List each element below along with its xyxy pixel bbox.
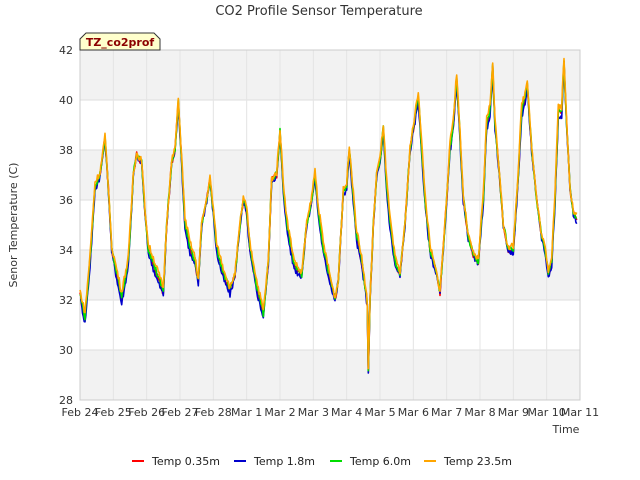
x-tick-label: Mar 10: [528, 406, 566, 419]
tag-box-shape: [79, 32, 161, 51]
x-tick-label: Mar 5: [364, 406, 395, 419]
x-tick-label: Feb 25: [95, 406, 132, 419]
legend-item: Temp 0.35m: [132, 455, 220, 468]
x-tick-label: Mar 4: [331, 406, 362, 419]
background-bands: [80, 50, 580, 400]
x-tick-label: Feb 24: [62, 406, 99, 419]
series-line-temp-23-5m: [79, 57, 578, 370]
plot-area: [79, 49, 581, 401]
x-axis-label: Time: [552, 423, 580, 436]
gridlines: [79, 49, 581, 401]
background-band: [80, 150, 580, 200]
x-tick-label: Mar 3: [298, 406, 329, 419]
x-tick-label: Feb 28: [195, 406, 232, 419]
legend-label: Temp 1.8m: [253, 455, 315, 468]
chart-title: CO2 Profile Sensor Temperature: [215, 4, 422, 19]
tag-box: TZ_co2prof: [79, 32, 161, 51]
y-tick-label: 28: [59, 394, 73, 407]
x-tick-label: Mar 11: [561, 406, 599, 419]
y-tick-label: 32: [59, 294, 73, 307]
x-tick-label: Feb 26: [128, 406, 165, 419]
background-band: [80, 350, 580, 400]
y-tick-label: 40: [59, 94, 73, 107]
x-tick-label: Mar 7: [431, 406, 462, 419]
x-tick-label: Mar 6: [398, 406, 429, 419]
y-tick-label: 42: [59, 44, 73, 57]
legend-item: Temp 1.8m: [234, 455, 315, 468]
x-tick-label: Mar 9: [498, 406, 529, 419]
y-axis-ticks: 28 30 32 34 36 38 40 42: [59, 44, 73, 407]
tag-label: TZ_co2prof: [86, 36, 155, 49]
legend: Temp 0.35m Temp 1.8m Temp 6.0m Temp 23.5m: [132, 455, 512, 468]
y-tick-label: 36: [59, 194, 73, 207]
series-layer: [79, 57, 578, 374]
legend-label: Temp 23.5m: [443, 455, 512, 468]
x-tick-label: Mar 1: [231, 406, 262, 419]
legend-label: Temp 6.0m: [349, 455, 411, 468]
legend-item: Temp 23.5m: [424, 455, 512, 468]
y-tick-label: 30: [59, 344, 73, 357]
y-tick-label: 34: [59, 244, 73, 257]
x-tick-label: Mar 2: [264, 406, 295, 419]
y-axis-label: Senor Temperature (C): [7, 163, 20, 288]
legend-item: Temp 6.0m: [330, 455, 411, 468]
y-tick-label: 38: [59, 144, 73, 157]
legend-label: Temp 0.35m: [151, 455, 220, 468]
x-tick-label: Mar 8: [464, 406, 495, 419]
background-band: [80, 50, 580, 100]
x-tick-label: Feb 27: [162, 406, 199, 419]
